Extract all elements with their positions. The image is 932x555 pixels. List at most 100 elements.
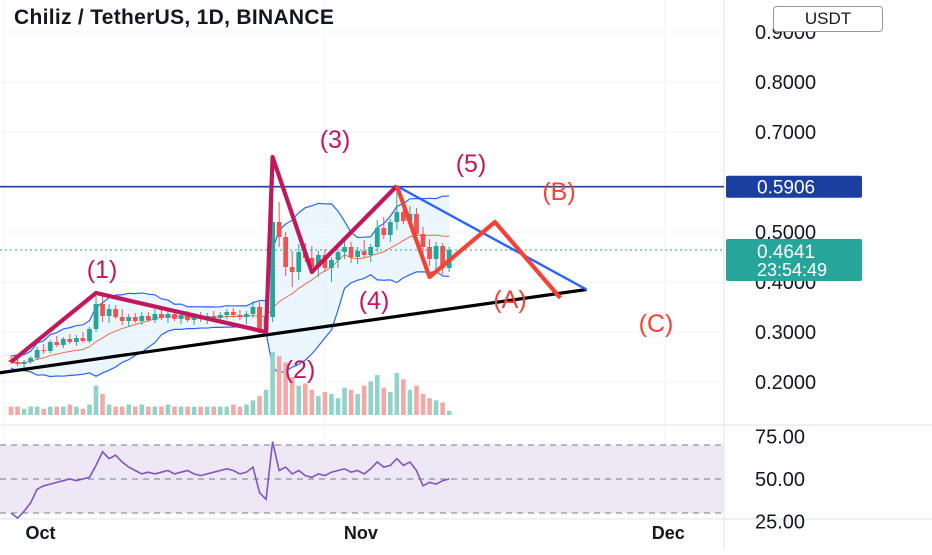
wave-label-w4: (4) (359, 287, 390, 315)
candle (250, 307, 256, 314)
volume-bar (368, 381, 373, 415)
volume-bar (100, 394, 105, 415)
candle (381, 228, 387, 235)
currency-button[interactable]: USDT (773, 6, 883, 32)
candle (387, 222, 393, 235)
candle (54, 342, 60, 345)
candle (80, 338, 86, 341)
wave-label-w2: (2) (285, 356, 316, 384)
candle (244, 314, 249, 317)
volume-bar (244, 404, 249, 415)
candle (348, 247, 354, 257)
volume-bar (15, 406, 20, 415)
chart-title: Chiliz / TetherUS, 1D, BINANCE (14, 6, 335, 29)
candle (230, 312, 236, 315)
candle (74, 338, 79, 342)
volume-bar (34, 406, 40, 415)
price-tick: 0.7000 (755, 122, 816, 144)
candle (401, 212, 406, 221)
resistance-trendline (396, 184, 588, 291)
volume-bar (322, 391, 328, 415)
support-trendline (0, 287, 587, 375)
volume-bar (61, 406, 66, 415)
volume-bar (217, 406, 223, 415)
volume-bar (316, 396, 321, 415)
candle (126, 317, 132, 321)
candle (119, 317, 125, 321)
rsi-tick: 25.00 (755, 512, 805, 534)
volume-bar (67, 404, 73, 415)
volume-bar (427, 398, 432, 415)
volume-bar (361, 385, 367, 415)
volume-bar (8, 406, 14, 415)
volume-bar (28, 406, 33, 415)
volume-bar (335, 398, 341, 415)
volume-bar (198, 406, 203, 415)
volume-bar (152, 406, 158, 415)
candle (296, 252, 302, 272)
candle (132, 317, 138, 321)
volume-bar (420, 394, 426, 415)
trendlines (0, 184, 588, 375)
candle (440, 246, 446, 268)
impulse-wave (9, 154, 399, 364)
volume-bar (93, 385, 99, 415)
volume-bar (146, 406, 151, 415)
volume-bar (204, 406, 210, 415)
candle (309, 258, 315, 267)
candle (283, 237, 289, 267)
volume-bar (119, 406, 125, 415)
candle (414, 214, 419, 234)
candle (67, 339, 73, 342)
candle (270, 222, 275, 317)
wave-labels: (1) (2) (3) (4) (5) (A) (B) (C) (87, 126, 674, 384)
time-tick: Nov (344, 523, 378, 543)
wave-label-w1: (1) (87, 256, 118, 284)
volume-bar (309, 389, 315, 415)
volume-bar (172, 406, 177, 415)
candle (47, 342, 53, 351)
candle (41, 350, 47, 351)
volume-bar (41, 408, 46, 415)
volume-bar (446, 410, 452, 415)
candle (374, 228, 380, 247)
candle (15, 362, 20, 364)
volume-bar (440, 402, 445, 415)
candle (178, 315, 184, 319)
candle (191, 317, 197, 320)
candle (106, 309, 112, 316)
candle (237, 315, 243, 317)
volume-bar (381, 387, 387, 415)
volume-bar (329, 394, 334, 415)
volume-bar (21, 408, 27, 415)
candle (361, 251, 367, 255)
wave-label-w5: (5) (456, 150, 487, 178)
volume-bar (132, 406, 138, 415)
price-tick: 0.2000 (755, 372, 816, 394)
wave-label-wc: (C) (639, 310, 674, 338)
volume-bar (159, 406, 164, 415)
time-tick: Dec (652, 523, 685, 543)
volume-bar (388, 391, 393, 415)
candle (185, 315, 190, 320)
axes: 0.90000.80000.70000.50000.40000.30000.20… (25, 22, 862, 543)
volume-bar (374, 375, 380, 415)
volume-bar (47, 406, 53, 415)
rsi-line (10, 441, 450, 520)
volume-bar (414, 385, 419, 415)
corrective-wave (394, 185, 562, 300)
candle (159, 314, 164, 318)
candle (165, 314, 171, 318)
rsi-tick: 75.00 (755, 427, 805, 449)
volume-bar (126, 404, 132, 415)
volume-bar (74, 406, 79, 415)
volume-bar (289, 377, 295, 415)
wave-label-w3: (3) (320, 126, 351, 154)
candle (172, 314, 177, 319)
volume-bar (283, 362, 288, 415)
volume-bar (276, 356, 282, 415)
current-price-label-bg (726, 239, 862, 281)
candle (113, 309, 119, 317)
